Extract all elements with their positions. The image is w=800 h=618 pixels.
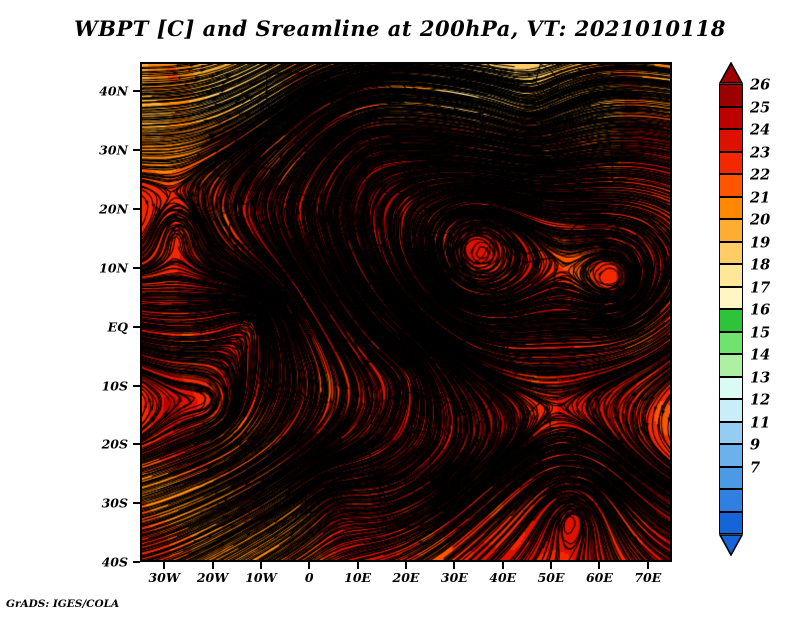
- colorbar-tick-label: 15: [750, 324, 771, 341]
- x-axis-tick-label: 50E: [537, 570, 565, 585]
- page-title: WBPT [C] and Sreamline at 200hPa, VT: 20…: [74, 16, 726, 41]
- x-axis-tick: [163, 562, 166, 569]
- colorbar-tick-label: 25: [750, 99, 771, 116]
- colorbar-swatch[interactable]: [719, 421, 743, 444]
- map-plot-area[interactable]: [140, 62, 672, 562]
- y-axis-tick-label: 30N: [99, 142, 128, 158]
- colorbar-swatch[interactable]: [719, 354, 743, 377]
- colorbar-tick-label: 26: [750, 76, 771, 94]
- x-axis-tick: [598, 562, 601, 569]
- colorbar-swatch[interactable]: [719, 196, 743, 219]
- colorbar-under-arrow: [718, 534, 744, 557]
- y-axis-tick-label: 40S: [101, 554, 128, 570]
- colorbar-tick-label: 13: [750, 369, 771, 386]
- x-axis-tick: [646, 562, 649, 569]
- x-axis-tick-label: 40E: [489, 570, 517, 585]
- y-axis-tick: [133, 208, 140, 211]
- y-axis-tick: [133, 149, 140, 152]
- colorbar-swatch[interactable]: [719, 511, 743, 534]
- x-axis-tick: [550, 562, 553, 569]
- colorbar-swatch[interactable]: [719, 174, 743, 197]
- colorbar-swatch[interactable]: [719, 331, 743, 354]
- x-axis-tick: [308, 562, 311, 569]
- colorbar-tick-label: 21: [750, 189, 771, 206]
- x-axis-tick: [501, 562, 504, 569]
- colorbar-over-arrow: [718, 61, 744, 84]
- colorbar-tick-label: 17: [750, 279, 771, 296]
- colorbar-tick-label: 9: [750, 436, 761, 454]
- x-axis-tick: [259, 562, 262, 569]
- x-axis-tick-label: 0: [304, 570, 314, 585]
- colorbar-tick-label: 12: [750, 391, 771, 409]
- x-axis-tick: [356, 562, 359, 569]
- footer-credit: GrADS: IGES/COLA: [6, 598, 120, 610]
- x-axis-tick: [453, 562, 456, 569]
- colorbar-swatch[interactable]: [719, 399, 743, 422]
- colorbar-swatch[interactable]: [719, 444, 743, 467]
- wbpt-streamline-map[interactable]: [142, 64, 670, 560]
- colorbar-tick-label: 24: [750, 121, 771, 139]
- y-axis-tick: [133, 90, 140, 93]
- colorbar-tick-label: 22: [750, 166, 771, 184]
- y-axis-tick-label: 20S: [101, 436, 128, 452]
- colorbar-tick-label: 11: [750, 414, 771, 431]
- x-axis-tick-label: 20W: [196, 570, 229, 585]
- colorbar-swatch[interactable]: [719, 264, 743, 287]
- colorbar-tick-label: 7: [750, 459, 761, 476]
- y-axis-tick: [133, 325, 140, 328]
- colorbar-tick-label: 18: [750, 256, 771, 274]
- x-axis-tick-label: 60E: [585, 570, 613, 585]
- colorbar-swatch[interactable]: [719, 489, 743, 512]
- y-axis-tick-label: EQ: [107, 319, 128, 335]
- y-axis-tick: [133, 266, 140, 269]
- colorbar-swatch[interactable]: [719, 106, 743, 129]
- x-axis-tick-label: 70E: [634, 570, 662, 585]
- x-axis-tick: [211, 562, 214, 569]
- y-axis-tick: [133, 561, 140, 563]
- colorbar-swatch[interactable]: [719, 309, 743, 332]
- colorbar-tick-label: 16: [750, 301, 771, 319]
- colorbar-tick-label: 19: [750, 234, 771, 251]
- colorbar-swatch[interactable]: [719, 376, 743, 399]
- y-axis-tick-label: 30S: [101, 495, 128, 511]
- colorbar-swatch[interactable]: [719, 129, 743, 152]
- colorbar-swatch[interactable]: [719, 241, 743, 264]
- x-axis-tick-label: 10W: [245, 570, 277, 585]
- x-axis-tick-label: 10E: [344, 570, 372, 585]
- colorbar-swatch[interactable]: [719, 219, 743, 242]
- colorbar-swatch[interactable]: [719, 151, 743, 174]
- y-axis-tick-label: 10N: [99, 260, 128, 276]
- colorbar-tick-label: 14: [750, 346, 771, 364]
- colorbar-swatch[interactable]: [719, 286, 743, 309]
- x-axis-tick-label: 20E: [392, 570, 420, 585]
- colorbar-swatch[interactable]: [719, 84, 743, 107]
- x-axis-tick-label: 30W: [148, 570, 180, 585]
- y-axis-tick-label: 40N: [99, 83, 128, 99]
- y-axis-tick-label: 10S: [101, 378, 128, 394]
- colorbar-tick-label: 23: [750, 144, 771, 161]
- x-axis-tick: [405, 562, 407, 569]
- colorbar-tick-label: 20: [750, 211, 771, 229]
- y-axis-tick: [133, 502, 140, 505]
- x-axis-tick-label: 30E: [440, 570, 468, 585]
- y-axis-tick-label: 20N: [99, 201, 128, 217]
- y-axis-tick: [133, 443, 140, 446]
- y-axis-tick: [133, 384, 140, 387]
- colorbar-swatch[interactable]: [719, 466, 743, 489]
